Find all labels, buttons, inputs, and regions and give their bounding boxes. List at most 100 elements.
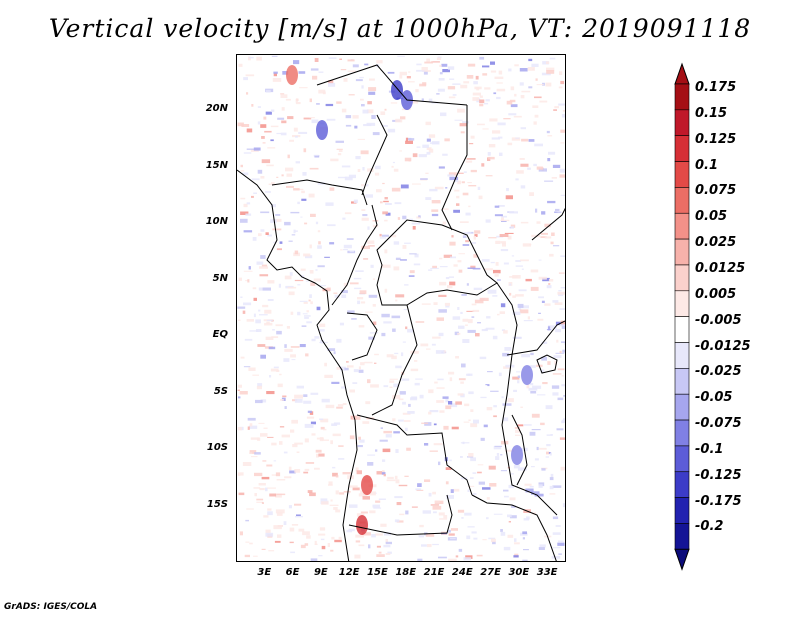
velocity-cell: [290, 354, 296, 358]
velocity-cell: [482, 65, 490, 68]
velocity-cell: [448, 172, 457, 176]
velocity-cell: [374, 362, 377, 364]
velocity-cell: [356, 470, 362, 475]
velocity-cell: [368, 87, 377, 92]
velocity-cell: [561, 341, 565, 343]
velocity-cell: [292, 399, 298, 402]
velocity-cell: [307, 490, 313, 493]
velocity-cell: [238, 492, 245, 496]
colorbar-swatch: [674, 445, 690, 473]
velocity-cell: [555, 352, 565, 354]
velocity-cell: [552, 532, 561, 535]
velocity-cell: [519, 68, 528, 72]
velocity-cell: [357, 169, 361, 172]
velocity-cell: [550, 473, 554, 478]
velocity-cell: [261, 548, 266, 550]
velocity-cell: [461, 181, 465, 184]
velocity-cell: [501, 396, 504, 399]
velocity-cell: [441, 63, 448, 67]
velocity-cell: [496, 88, 506, 92]
colorbar-label: 0.125: [695, 131, 737, 147]
velocity-cell: [404, 427, 408, 431]
velocity-cell: [500, 219, 510, 222]
velocity-cell: [484, 87, 491, 90]
velocity-cell: [498, 205, 505, 207]
velocity-cell: [301, 190, 305, 194]
velocity-cell: [521, 305, 529, 309]
velocity-cell: [504, 232, 514, 234]
velocity-cell: [290, 211, 300, 214]
velocity-cell: [385, 203, 392, 205]
velocity-cell: [243, 152, 252, 154]
velocity-cell: [278, 283, 281, 288]
velocity-cell: [510, 224, 516, 228]
velocity-cell: [245, 213, 252, 216]
velocity-cell: [489, 483, 497, 487]
velocity-cell: [383, 544, 391, 548]
velocity-cell: [490, 390, 499, 392]
velocity-cell: [432, 505, 442, 510]
velocity-cell: [529, 383, 534, 386]
velocity-cell: [500, 531, 506, 536]
velocity-cell: [296, 385, 304, 389]
velocity-cell: [541, 356, 547, 361]
velocity-cell: [369, 332, 379, 334]
velocity-cell: [358, 436, 361, 440]
velocity-cell: [257, 121, 261, 125]
velocity-cell: [370, 384, 379, 388]
velocity-cell: [561, 375, 564, 377]
velocity-cell: [363, 124, 372, 127]
velocity-cell: [303, 471, 309, 474]
velocity-cell: [554, 106, 559, 109]
colorbar-label: -0.125: [695, 467, 742, 483]
velocity-cell: [484, 328, 488, 331]
velocity-cell: [422, 70, 431, 72]
velocity-cell: [379, 233, 382, 237]
velocity-cell: [562, 110, 565, 112]
velocity-cell: [558, 540, 564, 542]
velocity-cell: [261, 136, 265, 139]
velocity-cell: [243, 230, 253, 233]
velocity-cell: [428, 269, 433, 271]
velocity-cell: [531, 429, 541, 431]
lon-label: 15E: [367, 567, 388, 578]
velocity-cell: [371, 115, 376, 119]
velocity-cell: [525, 278, 532, 282]
plot-title: Vertical velocity [m/s] at 1000hPa, VT: …: [48, 14, 752, 43]
velocity-cell: [276, 512, 283, 516]
velocity-cell: [428, 134, 436, 138]
velocity-cell: [519, 82, 524, 86]
velocity-cell: [384, 108, 387, 111]
velocity-cell: [286, 173, 292, 177]
velocity-cell: [443, 254, 452, 258]
velocity-cell: [239, 391, 248, 395]
velocity-cell: [486, 407, 493, 411]
velocity-cell: [297, 311, 301, 316]
velocity-cell: [382, 459, 386, 462]
velocity-cell: [509, 283, 512, 286]
velocity-cell: [394, 352, 399, 355]
velocity-cell: [406, 447, 411, 451]
velocity-cell: [438, 309, 447, 313]
velocity-cell: [338, 150, 343, 152]
velocity-cell: [242, 462, 252, 466]
velocity-cell: [448, 533, 455, 536]
velocity-cell: [448, 558, 457, 561]
velocity-cell: [436, 387, 445, 389]
lon-label: 21E: [423, 567, 445, 578]
velocity-cell: [509, 211, 518, 214]
velocity-cell: [416, 489, 424, 491]
velocity-cell: [460, 442, 470, 444]
velocity-cell: [379, 439, 388, 442]
velocity-cell: [357, 297, 364, 300]
velocity-cell: [481, 163, 485, 167]
velocity-cell: [540, 422, 545, 426]
velocity-cell: [561, 325, 565, 329]
velocity-cell: [320, 418, 329, 423]
velocity-cell: [560, 129, 565, 133]
velocity-cell: [438, 332, 444, 337]
velocity-cell: [482, 487, 491, 490]
velocity-cell: [283, 521, 287, 525]
border-niger-nigeria: [271, 179, 368, 206]
velocity-cell: [256, 385, 262, 390]
